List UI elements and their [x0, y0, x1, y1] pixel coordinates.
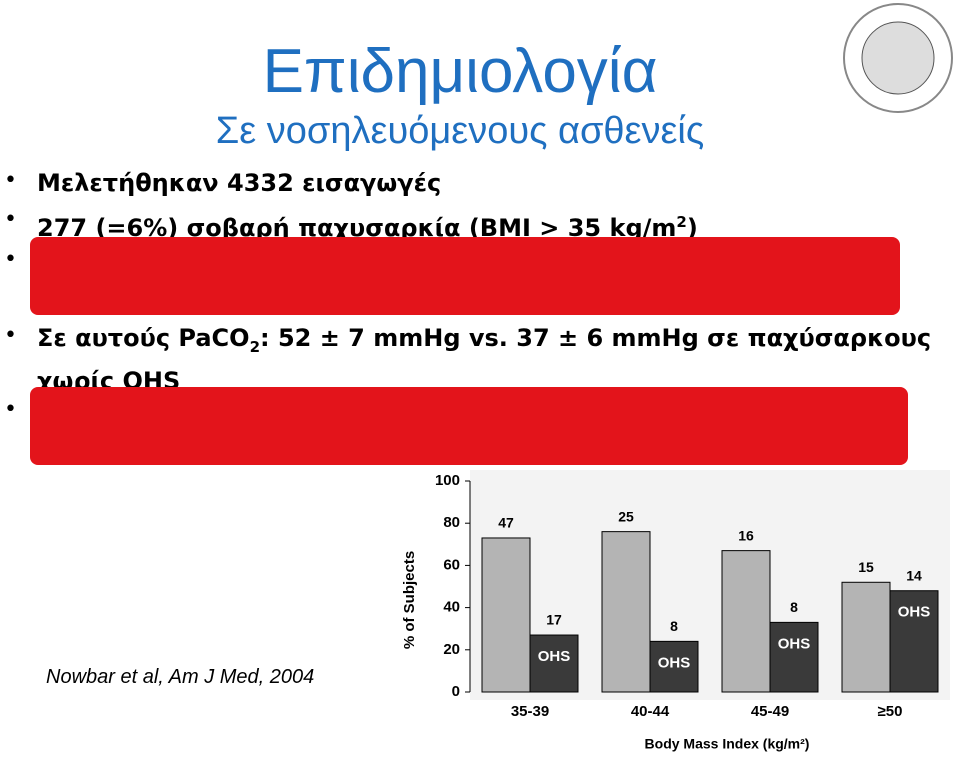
bar	[721, 550, 771, 693]
text: )	[686, 214, 698, 242]
bar	[649, 640, 699, 693]
bullet-dot: •	[4, 247, 17, 272]
sup: 2	[676, 213, 687, 231]
bullet-dot: •	[4, 323, 17, 348]
y-tick-label: 100	[435, 472, 460, 489]
bar	[529, 634, 579, 693]
sub: 2	[249, 337, 260, 356]
y-tick-label: 20	[443, 641, 460, 658]
x-tick-label: 40-44	[631, 703, 670, 720]
series-label: OHS	[778, 635, 811, 652]
y-tick-label: 40	[443, 599, 460, 616]
bullet-dot: •	[4, 397, 17, 422]
x-tick-label: ≥50	[878, 703, 903, 720]
series-label: OHS	[898, 604, 931, 621]
x-axis-label: Body Mass Index (kg/m²)	[645, 736, 810, 752]
text: Σε αυτούς PaCO	[37, 324, 250, 352]
y-axis-label: % of Subjects	[401, 551, 418, 649]
bar	[841, 581, 891, 693]
y-tick-label: 60	[443, 556, 460, 573]
bullet-dot: •	[4, 168, 17, 193]
x-tick-label: 45-49	[751, 703, 789, 720]
count-label: 47	[498, 515, 514, 531]
count-label: 14	[906, 567, 922, 583]
bullet-dot: •	[4, 207, 17, 232]
bar	[769, 621, 819, 693]
bar	[601, 531, 651, 693]
bar	[889, 590, 939, 693]
series-label: OHS	[658, 654, 691, 671]
redaction	[30, 237, 900, 315]
count-label: 25	[618, 508, 634, 524]
count-label: 8	[790, 599, 798, 615]
count-label: 8	[670, 618, 678, 634]
y-tick-label: 0	[452, 683, 460, 700]
bar	[481, 537, 531, 693]
title: Επιδημιολογία	[262, 37, 658, 106]
y-tick-label: 80	[443, 514, 460, 531]
count-label: 17	[546, 612, 562, 628]
count-label: 15	[858, 559, 874, 575]
redaction	[30, 387, 908, 465]
citation: Nowbar et al, Am J Med, 2004	[46, 666, 315, 688]
x-tick-label: 35-39	[511, 703, 549, 720]
text: Μελετήθηκαν 4332 εισαγωγές	[37, 169, 442, 197]
subtitle: Σε νοσηλευόμενους ασθενείς	[215, 110, 705, 152]
count-label: 16	[738, 527, 754, 543]
series-label: OHS	[538, 648, 571, 665]
logo	[843, 3, 953, 113]
bullet: Μελετήθηκαν 4332 εισαγωγές	[37, 166, 937, 200]
logo-face	[861, 21, 935, 95]
